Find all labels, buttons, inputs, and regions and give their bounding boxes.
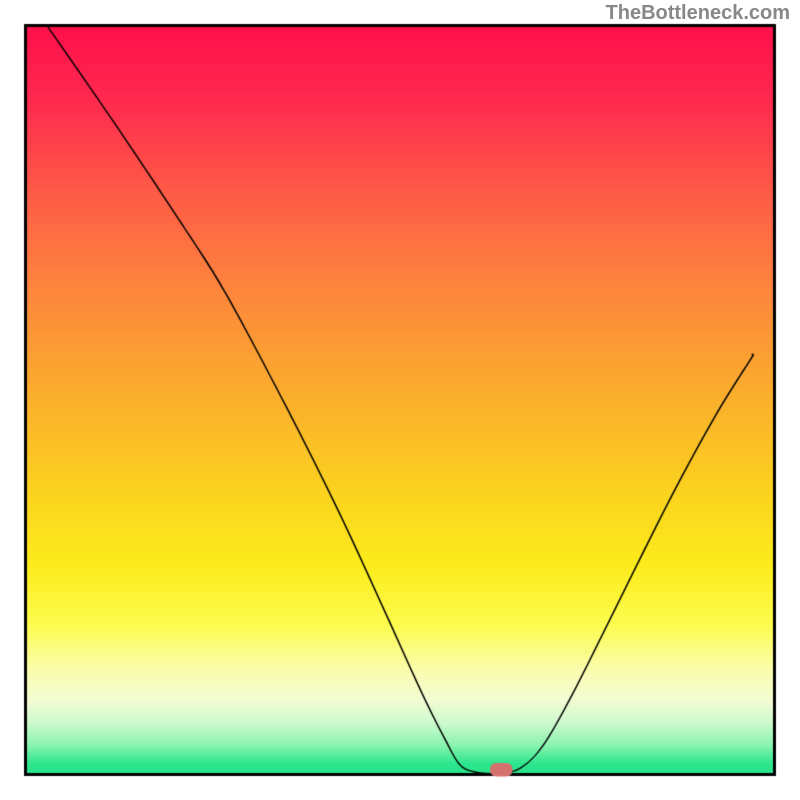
bottleneck-chart-canvas	[0, 0, 800, 800]
attribution-text: TheBottleneck.com	[606, 2, 790, 25]
chart-container: TheBottleneck.com	[0, 0, 800, 800]
